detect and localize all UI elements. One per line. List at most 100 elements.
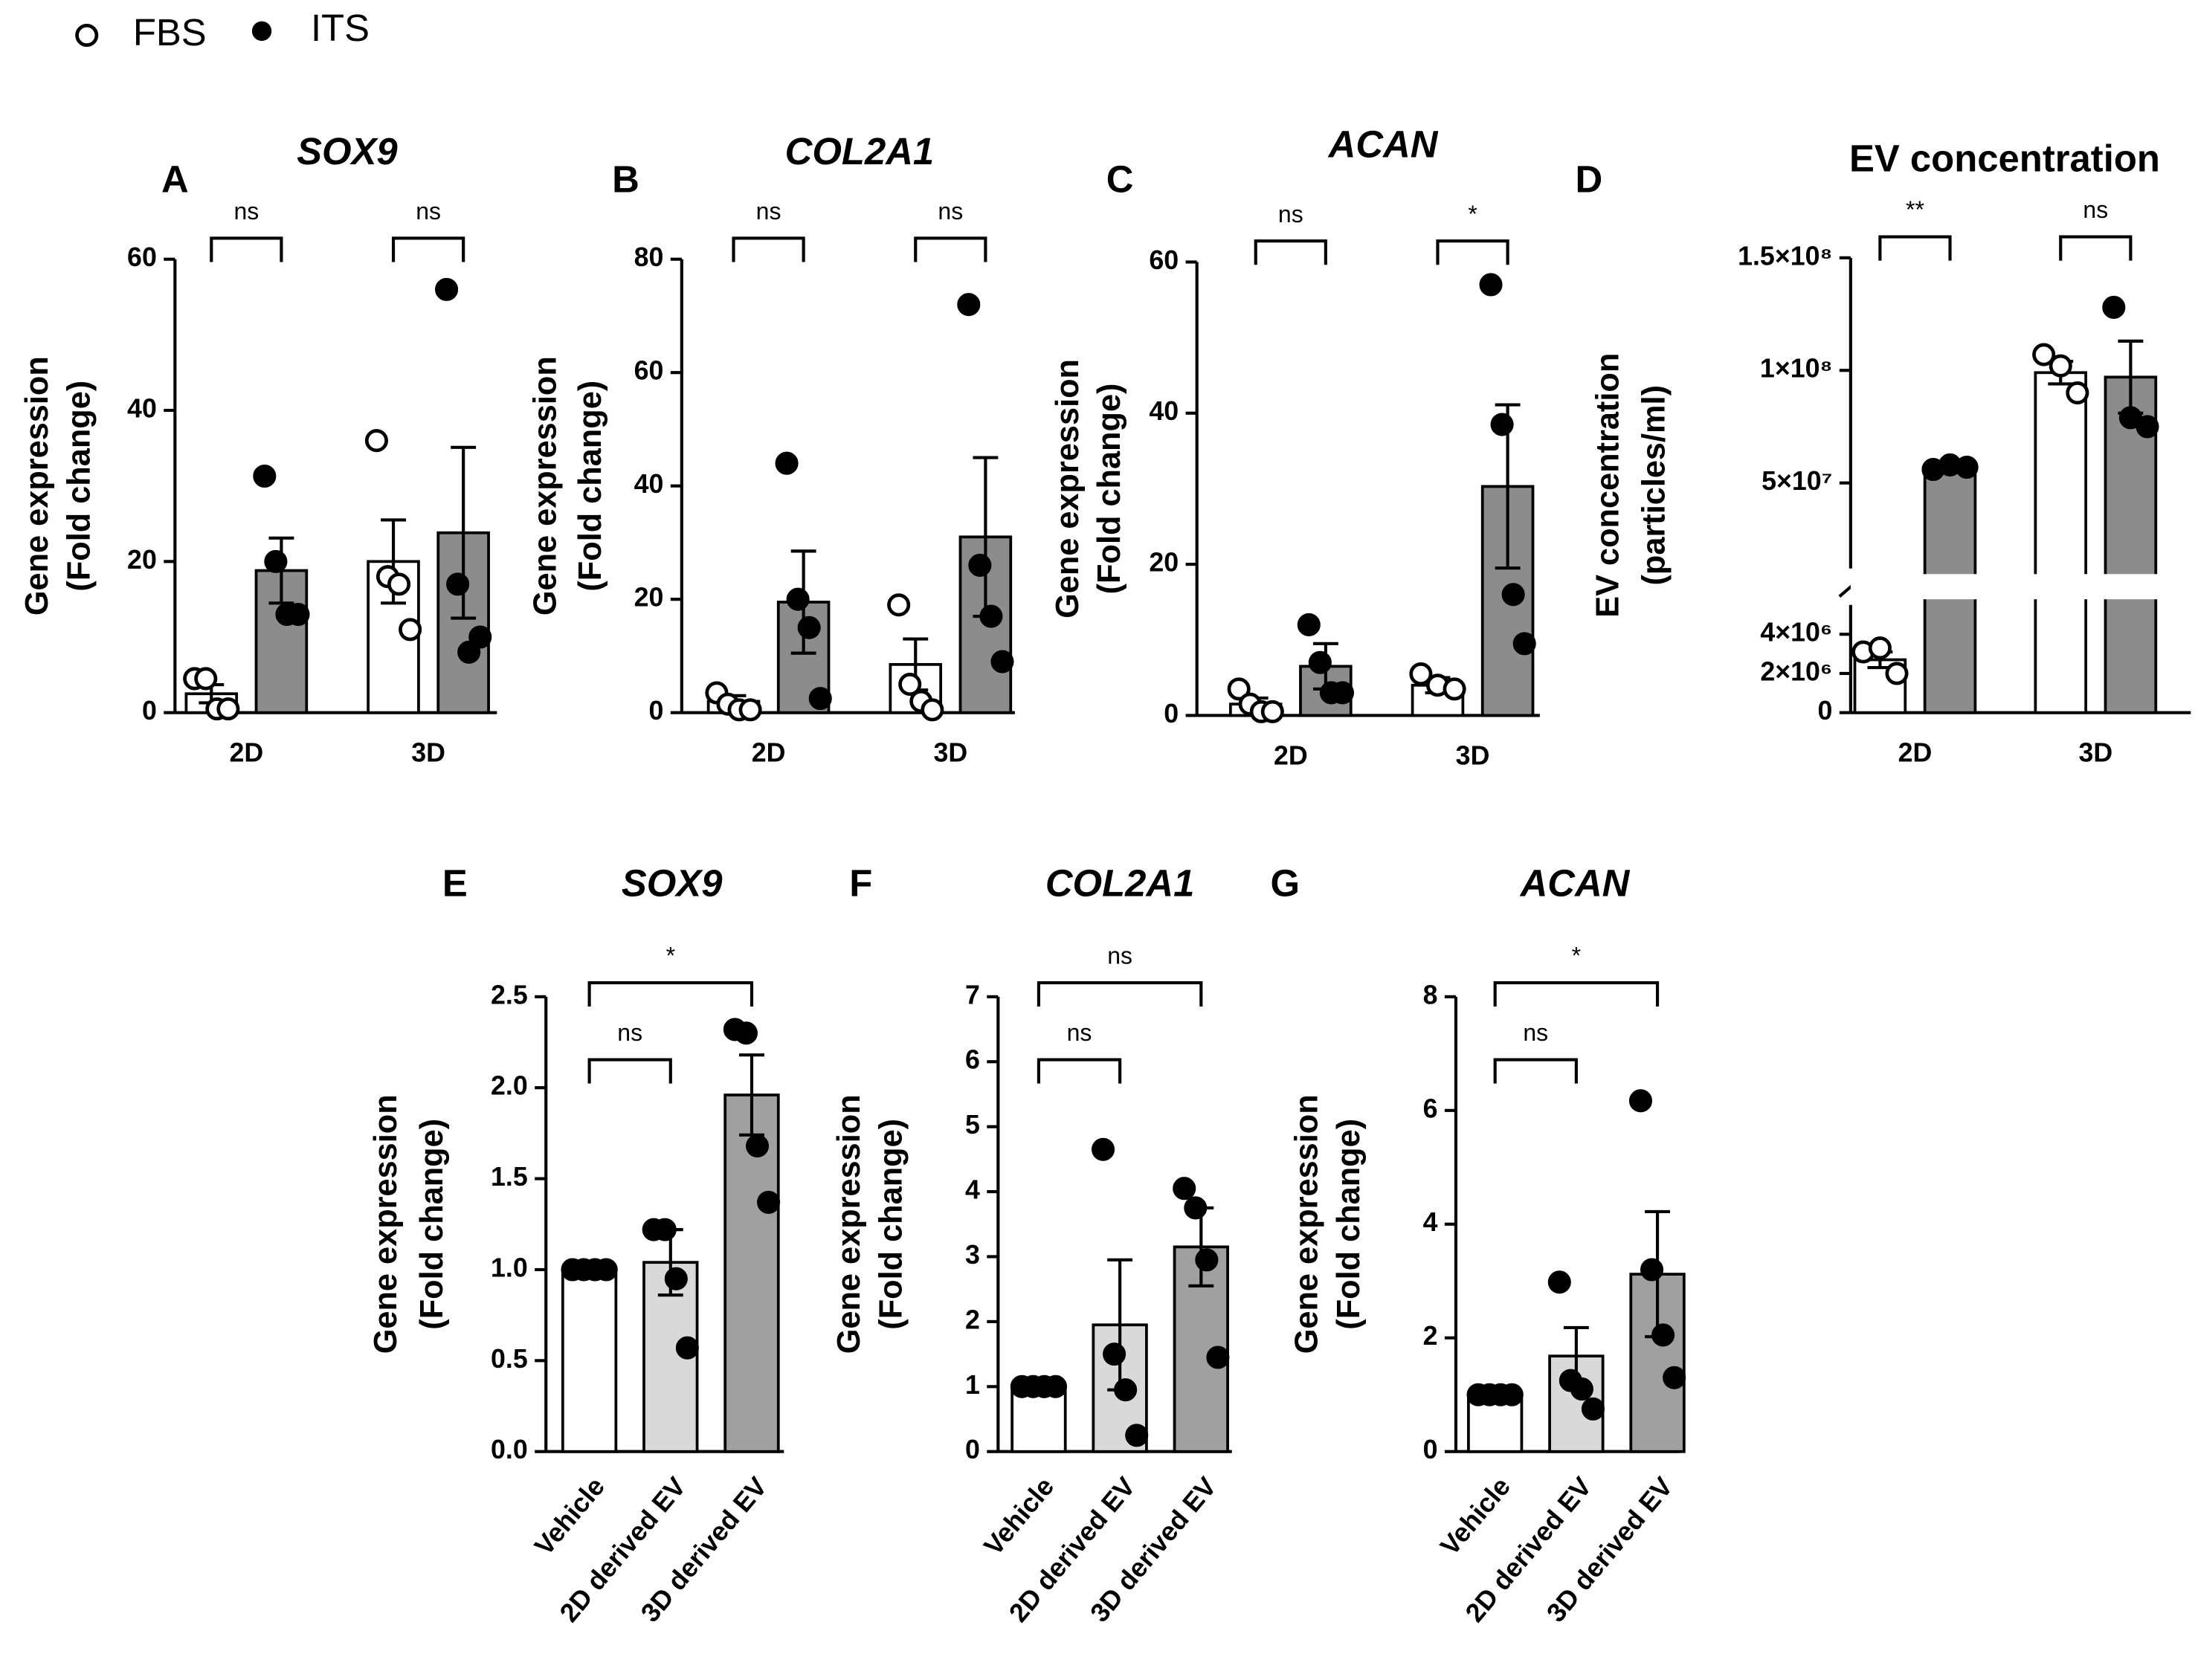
data-point xyxy=(446,572,470,596)
significance-label: ns xyxy=(416,198,441,224)
significance-label: ns xyxy=(233,198,259,224)
y-tick-label: 4×10⁶ xyxy=(1760,618,1832,647)
y-tick-label: 0 xyxy=(648,696,663,726)
y-tick-label: 40 xyxy=(1149,396,1179,426)
x-tick-label: Vehicle xyxy=(978,1472,1060,1561)
data-point xyxy=(216,697,240,721)
data-point xyxy=(2049,354,2072,378)
significance-bracket xyxy=(1878,235,1952,261)
bar xyxy=(561,1268,618,1453)
data-point xyxy=(1628,1089,1653,1113)
data-point xyxy=(1512,632,1536,656)
x-tick-label: 3D xyxy=(2078,738,2112,768)
y-axis-label: (Fold change) xyxy=(62,381,97,592)
y-tick-label: 60 xyxy=(1149,245,1179,275)
data-point xyxy=(898,673,922,697)
data-point xyxy=(1043,1374,1068,1398)
y-tick-label: 20 xyxy=(634,583,664,613)
data-point xyxy=(2136,415,2159,439)
panel-letter: B xyxy=(612,158,639,201)
significance-label: * xyxy=(1468,201,1477,227)
data-point xyxy=(738,698,762,722)
data-point xyxy=(1547,1270,1571,1294)
data-point xyxy=(921,698,944,722)
y-tick-label: 4 xyxy=(965,1175,980,1205)
y-axis-label: (Fold change) xyxy=(1092,384,1127,595)
data-point xyxy=(797,616,821,639)
data-point xyxy=(1640,1258,1664,1282)
data-point xyxy=(435,277,459,301)
y-axis-label: (particles/ml) xyxy=(1637,385,1672,586)
x-tick-label: 3D xyxy=(1456,740,1490,770)
data-point xyxy=(1308,650,1332,674)
panel-letter: E xyxy=(442,862,468,905)
data-point xyxy=(775,451,799,475)
y-tick-label: 2×10⁶ xyxy=(1760,656,1832,686)
significance-bracket xyxy=(587,980,754,1007)
y-axis-label: Gene expression xyxy=(1050,359,1086,618)
data-point xyxy=(1173,1177,1196,1201)
data-point xyxy=(2066,381,2089,405)
y-tick-label: 0 xyxy=(965,1435,980,1464)
data-point xyxy=(1570,1377,1593,1401)
significance-label: ns xyxy=(1067,1019,1092,1046)
data-point xyxy=(194,667,218,691)
x-tick-label: 2D xyxy=(229,738,263,768)
y-tick-label: 1.5×10⁸ xyxy=(1738,241,1832,271)
data-point xyxy=(286,602,310,627)
y-tick-label: 60 xyxy=(634,356,664,386)
data-point xyxy=(1409,662,1433,686)
y-tick-label: 0.0 xyxy=(491,1435,528,1464)
significance-label: ** xyxy=(1906,196,1924,223)
data-point xyxy=(1184,1196,1208,1220)
y-tick-label: 2.5 xyxy=(491,980,528,1009)
data-point xyxy=(1195,1248,1219,1272)
x-tick-label: 2D xyxy=(1898,738,1933,768)
chart-title: EV concentration xyxy=(1849,137,2160,179)
axis-gap xyxy=(1921,574,1980,600)
y-tick-label: 1×10⁸ xyxy=(1760,354,1832,384)
y-axis-label: Gene expression xyxy=(1289,1094,1325,1354)
y-tick-label: 3 xyxy=(965,1240,980,1270)
y-tick-label: 6 xyxy=(1423,1093,1438,1123)
y-axis-label: (Fold change) xyxy=(874,1119,909,1330)
chart-title: ACAN xyxy=(1519,862,1631,905)
y-tick-label: 8 xyxy=(1423,980,1438,1009)
y-tick-label: 5×10⁷ xyxy=(1762,466,1832,496)
legend-marker xyxy=(251,21,272,42)
y-axis-label: Gene expression xyxy=(831,1094,867,1354)
data-point xyxy=(734,1021,758,1045)
data-point xyxy=(264,549,288,573)
chart-title: ACAN xyxy=(1327,123,1439,166)
panel-letter: C xyxy=(1106,158,1134,201)
chart-title: COL2A1 xyxy=(1045,862,1195,905)
y-tick-label: 0 xyxy=(1164,699,1179,728)
panel-letter: D xyxy=(1575,158,1602,201)
y-axis-label: (Fold change) xyxy=(573,381,608,592)
data-point xyxy=(364,429,388,453)
data-point xyxy=(968,553,992,577)
data-point xyxy=(1501,583,1525,607)
data-point xyxy=(808,687,832,711)
data-point xyxy=(1227,677,1251,701)
data-point xyxy=(957,293,981,317)
data-point xyxy=(253,464,277,488)
data-point xyxy=(468,625,492,649)
axis-gap xyxy=(1850,574,1909,600)
data-point xyxy=(387,572,411,596)
axis-gap xyxy=(2031,574,2090,600)
x-tick-label: 3D xyxy=(411,738,445,768)
y-tick-label: 20 xyxy=(1149,548,1179,578)
chart-title: SOX9 xyxy=(297,130,398,172)
significance-bracket xyxy=(732,236,805,262)
data-point xyxy=(2032,343,2056,366)
significance-bracket xyxy=(2059,235,2133,261)
y-tick-label: 6 xyxy=(965,1045,980,1075)
data-point xyxy=(979,604,1003,628)
data-point xyxy=(1114,1378,1138,1402)
data-point xyxy=(1651,1323,1675,1347)
y-tick-label: 1 xyxy=(965,1370,980,1400)
data-point xyxy=(1125,1424,1149,1447)
data-point xyxy=(1297,613,1321,636)
y-tick-label: 7 xyxy=(965,980,980,1009)
